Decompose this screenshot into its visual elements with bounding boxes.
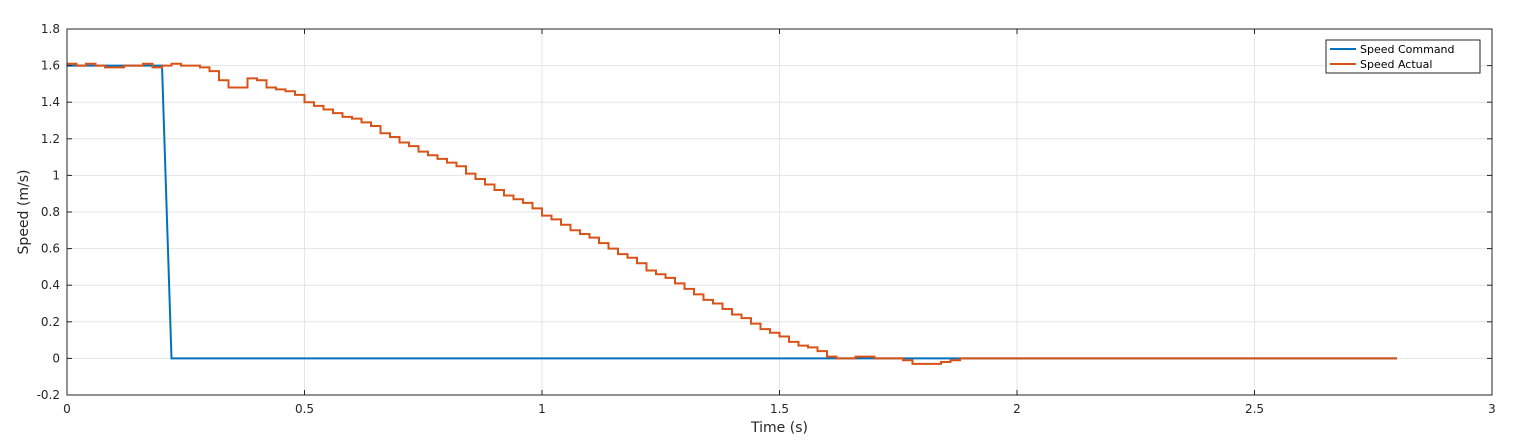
axis-ticks <box>66 28 1493 396</box>
tick-labels: 0 0.5 1 1.5 2 2.5 3-0.200.20.40.60.811.21.41.6… <box>37 22 1496 416</box>
y-axis-label: Speed (m/s) <box>16 170 32 255</box>
grid <box>66 28 1493 396</box>
x-tick-label: 1 <box>538 402 546 416</box>
y-tick-label: 1.6 <box>41 59 60 73</box>
series-speed-command-line <box>67 64 1397 360</box>
y-tick-label: 0 <box>52 351 60 365</box>
y-tick-label: 0.8 <box>41 205 60 219</box>
plot-series <box>67 62 1397 365</box>
series-speed-actual-line <box>67 62 1397 365</box>
x-tick-label: 2 <box>1013 402 1021 416</box>
x-tick-label: 2.5 <box>1245 402 1264 416</box>
y-tick-label: 0.2 <box>41 315 60 329</box>
x-tick-label: 3 <box>1488 402 1496 416</box>
x-tick-label: 0 <box>63 402 71 416</box>
legend: Speed Command Speed Actual <box>1325 39 1481 74</box>
x-tick-label: 0.5 <box>295 402 314 416</box>
legend-box <box>1325 39 1481 74</box>
x-tick-label: 1.5 <box>770 402 789 416</box>
y-tick-label: 1 <box>52 168 60 182</box>
y-tick-label: 1.4 <box>41 95 60 109</box>
y-tick-label: 0.4 <box>41 278 60 292</box>
y-tick-label: 0.6 <box>41 242 60 256</box>
legend-entry-label: Speed Command <box>1360 43 1455 56</box>
x-axis-label: Time (s) <box>750 420 808 436</box>
legend-entry-label: Speed Actual <box>1360 58 1432 71</box>
y-tick-label: -0.2 <box>37 388 60 402</box>
y-tick-label: 1.8 <box>41 22 60 36</box>
y-tick-label: 1.2 <box>41 132 60 146</box>
